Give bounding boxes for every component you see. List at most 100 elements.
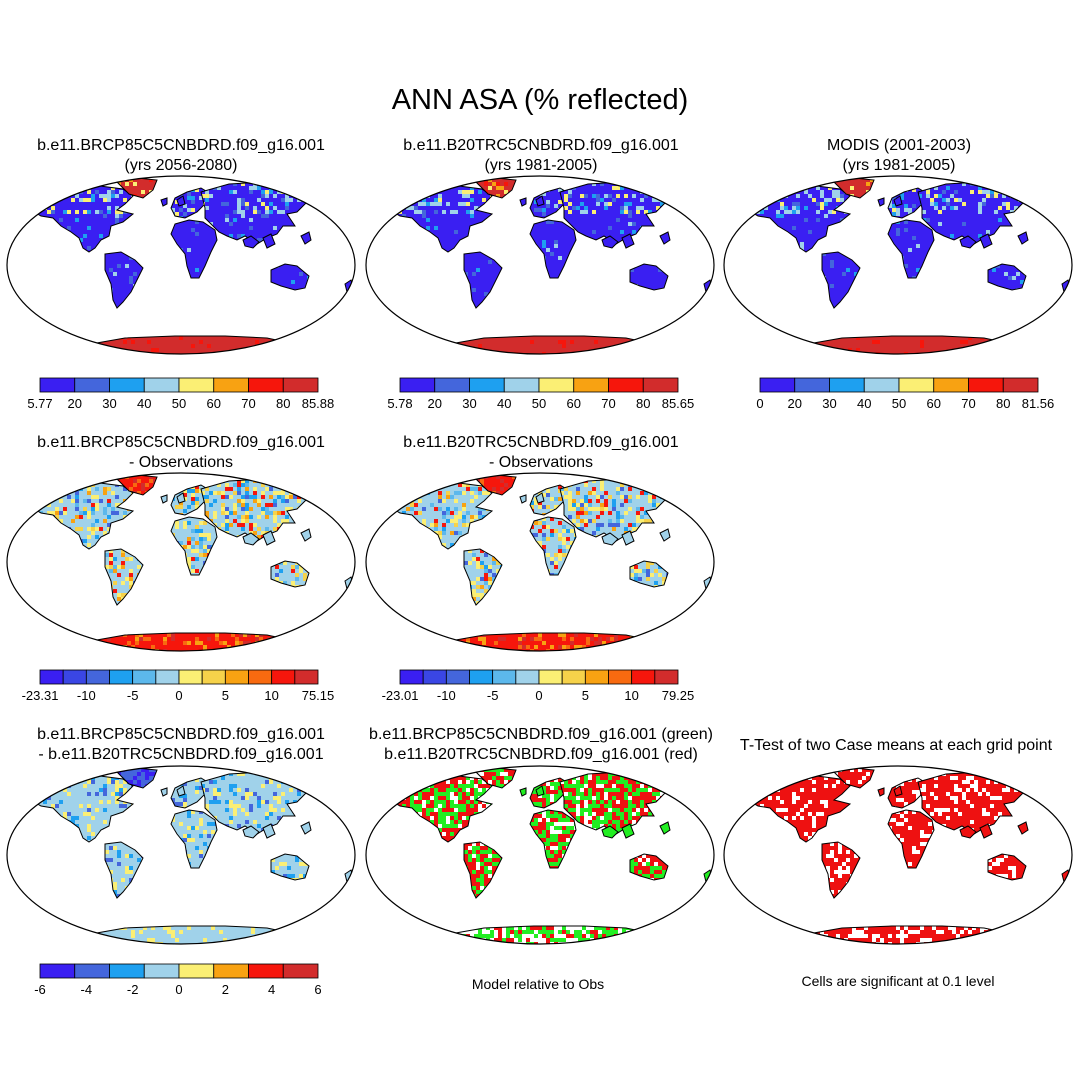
map-modis-annual-albedo (723, 175, 1073, 355)
island-0 (242, 532, 260, 546)
island-4 (519, 787, 527, 797)
map-historical-minus-obs (365, 472, 715, 652)
colorbar-tick-label: 70 (961, 396, 975, 411)
colorbar-swatch-11 (294, 669, 319, 685)
colorbar-tick-label: -6 (34, 982, 46, 997)
map-boundary (365, 765, 715, 945)
panel-4-title-line2: - Observations (128, 454, 234, 471)
island-3 (300, 528, 312, 542)
colorbar-swatch-2 (85, 669, 110, 685)
colorbar-swatch-1 (422, 669, 447, 685)
continent-australia (629, 263, 669, 291)
colorbar-swatch-2 (469, 377, 505, 393)
continent-australia (629, 853, 669, 881)
island-0 (601, 532, 619, 546)
colorbar-swatch-5 (933, 377, 969, 393)
island-2 (176, 785, 186, 797)
map-t-test-significance (723, 765, 1073, 945)
colorbar-swatch-0 (39, 669, 64, 685)
map-boundary (6, 175, 356, 355)
colorbar-swatch-10 (271, 669, 296, 685)
island-0 (242, 825, 260, 839)
colorbar-swatch-10 (631, 669, 656, 685)
island-4 (160, 494, 168, 504)
colorbar-swatch-1 (74, 377, 110, 393)
island-1 (621, 823, 635, 839)
colorbar-swatch-2 (109, 963, 145, 979)
colorbar-swatch-0 (399, 377, 436, 393)
colorbar-swatch-6 (248, 963, 284, 979)
colorbar-swatch-3 (503, 377, 540, 393)
colorbar-swatch-8 (584, 669, 609, 685)
colorbar-swatch-6 (608, 377, 644, 393)
colorbar-historical-minus-obs: -23.01 -10 -5 0 5 10 79.25 (382, 669, 694, 703)
island-4 (877, 197, 885, 207)
panel-3-title-line1: MODIS (2001-2003) (826, 137, 972, 154)
panel-5-title-line1: b.e11.B20TRC5CNBDRD.f09_g16.001 (403, 434, 679, 451)
continent-asia (559, 181, 675, 245)
island-0 (601, 235, 619, 249)
colorbar-swatch-8 (224, 669, 249, 685)
panel-1-title: b.e11.BRCP85C5CNBDRD.f09_g16.001 (yrs 20… (0, 136, 362, 176)
island-2 (176, 492, 186, 504)
island-0 (959, 235, 977, 249)
colorbar-swatch-0 (399, 669, 424, 685)
island-3 (1017, 821, 1029, 835)
panel-1-title-line2: (yrs 2056-2080) (124, 157, 238, 174)
panel-8-title: T-Test of two Case means at each grid po… (712, 736, 1080, 756)
island-0 (959, 825, 977, 839)
island-4 (519, 197, 527, 207)
colorbar-tick-label: 50 (532, 396, 546, 411)
map-rcp85-minus-obs (6, 472, 356, 652)
continent-africa (887, 809, 935, 869)
continent-africa (170, 809, 218, 869)
colorbar-swatch-3 (143, 963, 180, 979)
panel-3-title: MODIS (2001-2003) (yrs 1981-2005) (718, 136, 1080, 176)
colorbar-tick-label: 50 (172, 396, 186, 411)
map-rcp85-minus-historical (6, 765, 356, 945)
island-0 (242, 235, 260, 249)
colorbar-tick-label: 5 (582, 688, 589, 703)
colorbar-tick-label: 80 (636, 396, 650, 411)
colorbar-swatch-5 (155, 669, 180, 685)
island-1 (621, 530, 635, 546)
island-1 (262, 530, 276, 546)
island-3 (1017, 231, 1029, 245)
colorbar-swatch-6 (178, 669, 203, 685)
panel-5-title: b.e11.B20TRC5CNBDRD.f09_g16.001 - Observ… (360, 433, 722, 473)
colorbar-swatch-2 (109, 377, 145, 393)
colorbar-swatch-3 (109, 669, 134, 685)
colorbar-tick-label: 40 (137, 396, 151, 411)
panel-2-title-line2: (yrs 1981-2005) (484, 157, 598, 174)
island-1 (979, 233, 993, 249)
colorbar-swatch-0 (759, 377, 796, 393)
island-4 (160, 787, 168, 797)
colorbar-tick-label: 2 (222, 982, 229, 997)
colorbar-rcp85: 5.77 20 30 40 50 60 70 80 85.88 (27, 377, 334, 411)
island-1 (621, 233, 635, 249)
colorbar-swatch-0 (39, 963, 76, 979)
colorbar-modis: 0 20 30 40 50 60 70 80 81.56 (756, 377, 1054, 411)
panel-5-title-line2: - Observations (488, 454, 594, 471)
island-2 (535, 492, 545, 504)
colorbar-tick-label: 30 (102, 396, 116, 411)
island-2 (535, 785, 545, 797)
colorbar-tick-label: 60 (567, 396, 581, 411)
colorbar-rcp85-minus-obs: -23.31 -10 -5 0 5 10 75.15 (22, 669, 334, 703)
colorbar-tick-label: -10 (77, 688, 96, 703)
colorbar-tick-label: -4 (81, 982, 93, 997)
island-2 (893, 195, 903, 207)
island-4 (519, 494, 527, 504)
colorbar-swatch-4 (132, 669, 157, 685)
island-3 (659, 821, 671, 835)
colorbar-tick-label: -23.01 (382, 688, 419, 703)
island-3 (659, 528, 671, 542)
colorbar-tick-label: 10 (624, 688, 638, 703)
colorbar-swatch-5 (515, 669, 540, 685)
island-3 (300, 821, 312, 835)
colorbar-historical: 5.78 20 30 40 50 60 70 80 85.65 (387, 377, 694, 411)
colorbar-tick-label: 40 (857, 396, 871, 411)
colorbar-tick-label: 30 (822, 396, 836, 411)
colorbar-swatch-7 (282, 963, 319, 979)
panel-4-title-line1: b.e11.BRCP85C5CNBDRD.f09_g16.001 (37, 434, 325, 451)
